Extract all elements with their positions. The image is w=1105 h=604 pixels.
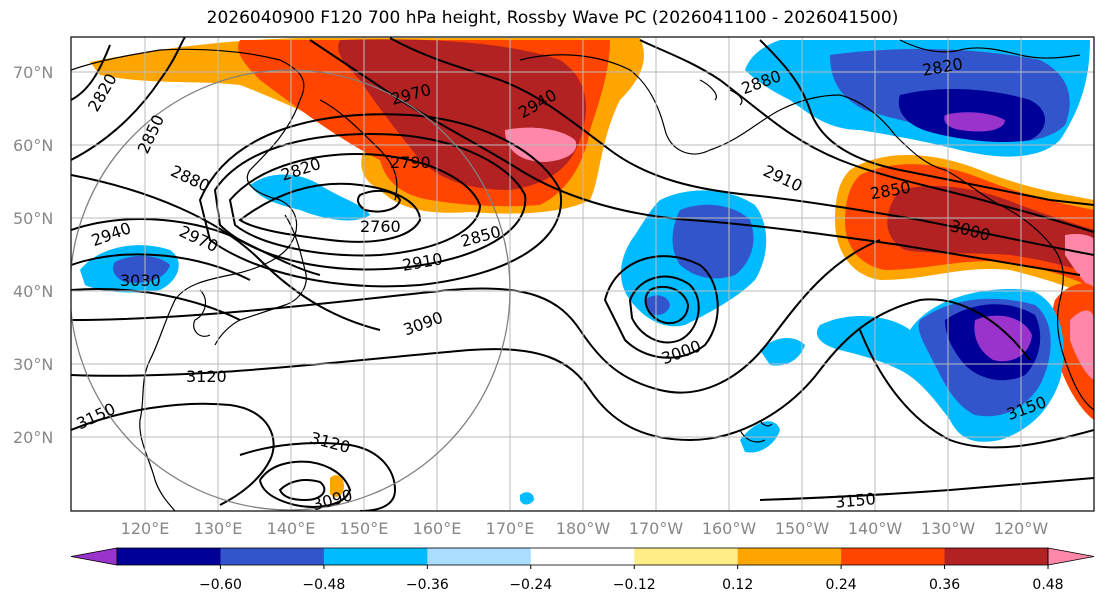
- shading-layer: 2820 2850 2880 2940 2970 3030 2970 2940 …: [71, 37, 1094, 511]
- colorbar-tick-label: −0.48: [302, 577, 345, 593]
- colorbar-swatch: [220, 548, 325, 565]
- grid-lines: [71, 37, 1094, 511]
- colorbar-tick-label: −0.12: [613, 577, 656, 593]
- contour-label: 2760: [360, 217, 401, 236]
- colorbar-swatch: [737, 548, 842, 565]
- coastlines: [71, 39, 1094, 511]
- colorbar-swatch: [530, 548, 635, 565]
- lon-label: 170°E: [486, 519, 535, 538]
- lat-label: 50°N: [13, 209, 53, 228]
- contour-label: 3150: [834, 489, 876, 511]
- colorbar-extend-low: [70, 547, 118, 566]
- anomaly-negative-central-inner: [672, 204, 754, 279]
- anomaly-negative-hawaii: [760, 338, 805, 366]
- lon-label: 120°W: [994, 519, 1049, 538]
- lon-label: 130°W: [921, 519, 976, 538]
- colorbar-swatch: [944, 548, 1049, 565]
- anomaly-negative-central-small: [645, 295, 670, 316]
- colorbar-ticks: −0.60 −0.48 −0.36 −0.24 −0.12 0.12 0.24 0.36 0.4…: [199, 565, 1064, 593]
- lon-label: 120°E: [121, 519, 170, 538]
- anomaly-negative-west-inner: [113, 255, 170, 283]
- anomaly-positive-small: [330, 475, 344, 497]
- range-circle: [71, 69, 511, 511]
- colorbar-swatch: [117, 548, 221, 565]
- colorbar-swatch: [634, 548, 739, 565]
- map-title: 2026040900 F120 700 hPa height, Rossby W…: [206, 8, 899, 28]
- lon-label: 130°E: [194, 519, 243, 538]
- colorbar-tick-label: 0.24: [826, 577, 857, 593]
- lon-label: 140°W: [848, 519, 903, 538]
- colorbar-tick-label: 0.48: [1032, 577, 1063, 593]
- colorbar-swatch: [841, 548, 946, 565]
- lon-label: 170°W: [629, 519, 684, 538]
- longitude-labels: 120°E 130°E 140°E 150°E 160°E 170°E 180°…: [121, 519, 1049, 538]
- colorbar-tick-label: 0.12: [722, 577, 753, 593]
- anomaly-negative-southeast-peak: [974, 315, 1032, 362]
- map-border: [70, 36, 1095, 512]
- anomaly-negative-alaska-peak: [944, 112, 1005, 132]
- lat-label: 60°N: [13, 136, 53, 155]
- anomaly-negative-okhotsk: [250, 174, 370, 221]
- latitude-labels: 70°N 60°N 50°N 40°N 30°N 20°N: [13, 63, 53, 447]
- anomaly-positive-east-core: [887, 185, 1094, 275]
- lon-label: 180°W: [556, 519, 611, 538]
- lat-label: 20°N: [13, 428, 53, 447]
- colorbar-tick-label: 0.36: [929, 577, 960, 593]
- colorbar-extend-high: [1047, 547, 1095, 566]
- lon-label: 150°E: [340, 519, 389, 538]
- lon-label: 160°W: [702, 519, 757, 538]
- anomaly-positive-east-peak: [1065, 233, 1094, 290]
- colorbar: [70, 547, 1095, 566]
- anomaly-negative-small: [520, 492, 534, 505]
- contour-label: 3030: [120, 271, 161, 290]
- lon-label: 160°E: [413, 519, 462, 538]
- colorbar-swatch: [427, 548, 532, 565]
- lat-label: 40°N: [13, 282, 53, 301]
- anomaly-positive-southeast-peak: [1070, 310, 1094, 380]
- lon-label: 140°E: [267, 519, 316, 538]
- height-contours: [71, 37, 1094, 511]
- colorbar-tick-label: −0.60: [199, 577, 242, 593]
- colorbar-swatch: [323, 548, 428, 565]
- colorbar-tick-label: −0.36: [406, 577, 449, 593]
- contour-label: 3120: [186, 367, 227, 386]
- colorbar-tick-label: −0.24: [509, 577, 552, 593]
- lat-label: 70°N: [13, 63, 53, 82]
- lat-label: 30°N: [13, 355, 53, 374]
- colorbar-border: [116, 547, 1049, 566]
- contour-label: 2790: [390, 153, 431, 172]
- lon-label: 150°W: [775, 519, 830, 538]
